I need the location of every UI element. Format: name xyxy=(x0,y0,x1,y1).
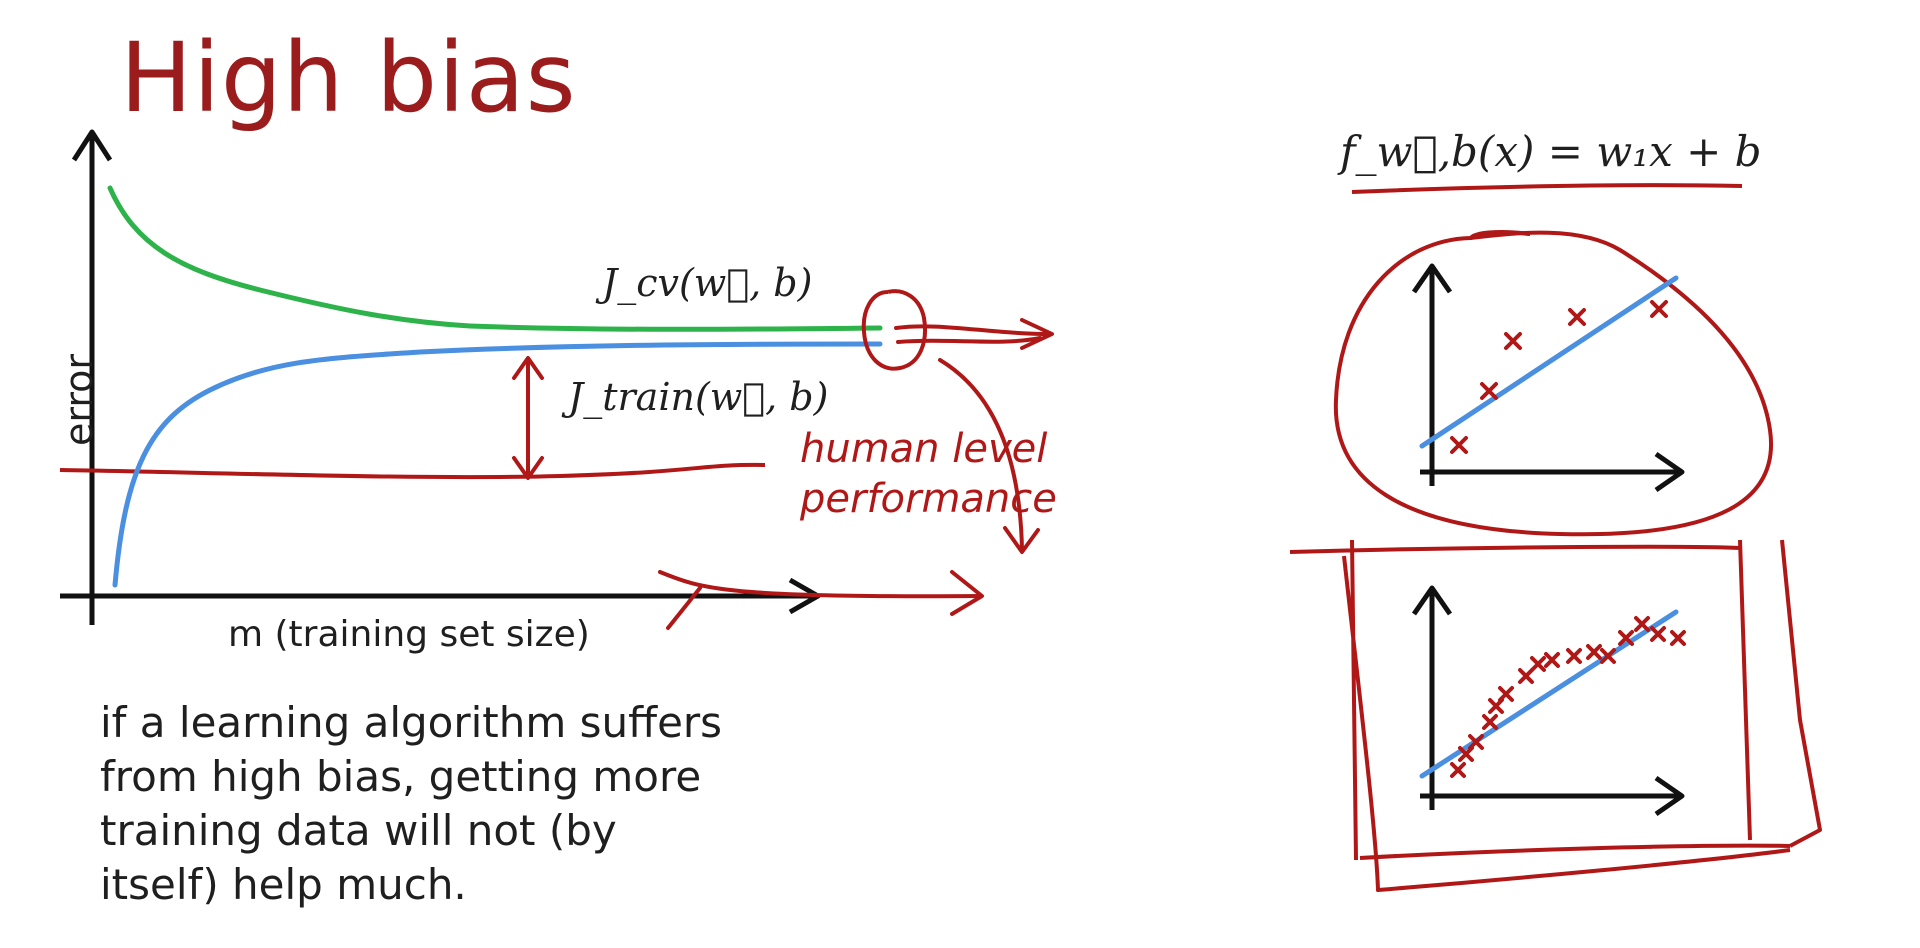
cv-error-curve xyxy=(107,185,883,332)
small-dataset-fit-line xyxy=(1419,275,1679,449)
equation-underline xyxy=(1351,183,1743,194)
caption-line: from high bias, getting more xyxy=(100,752,702,801)
caption-line: itself) help much. xyxy=(100,860,467,909)
y-axis-label: error xyxy=(57,354,101,446)
human-level-baseline xyxy=(59,462,766,480)
caption-line: if a learning algorithm suffers xyxy=(100,698,723,747)
large-dataset-plot xyxy=(1289,539,1822,892)
convergence-circle xyxy=(861,289,927,371)
x-axis-label: m (training set size) xyxy=(228,614,590,655)
baseline-label-line1: human level xyxy=(800,426,1047,472)
learning-curve-plot: error m (training set size) J_cv(w⃗, b) … xyxy=(57,129,1057,655)
more-data-arrow xyxy=(658,570,984,630)
model-equation-text: f_w⃗,b(x) = w₁x + b xyxy=(1337,127,1762,176)
y-axis xyxy=(71,129,113,625)
caption: if a learning algorithm suffers from hig… xyxy=(100,696,860,912)
caption-line: training data will not (by xyxy=(100,806,617,855)
small-dataset-plot xyxy=(1333,230,1774,537)
baseline-label-line2: performance xyxy=(799,476,1057,522)
gap-double-arrow xyxy=(512,356,544,480)
model-equation: f_w⃗,b(x) = w₁x + b xyxy=(1337,127,1762,194)
small-dataset-points xyxy=(1450,300,1668,454)
label-pointer-arrow xyxy=(938,358,1040,554)
slide-title: High bias xyxy=(120,22,577,134)
large-dataset-fit-line xyxy=(1419,609,1679,779)
train-curve-label: J_train(w⃗, b) xyxy=(561,375,828,420)
train-error-curve xyxy=(112,341,883,588)
continuation-arrows xyxy=(894,318,1054,350)
cv-curve-label: J_cv(w⃗, b) xyxy=(595,261,812,306)
large-dataset-points xyxy=(1450,616,1686,778)
small-dataset-circle xyxy=(1333,230,1774,537)
large-dataset-frame xyxy=(1289,539,1822,892)
